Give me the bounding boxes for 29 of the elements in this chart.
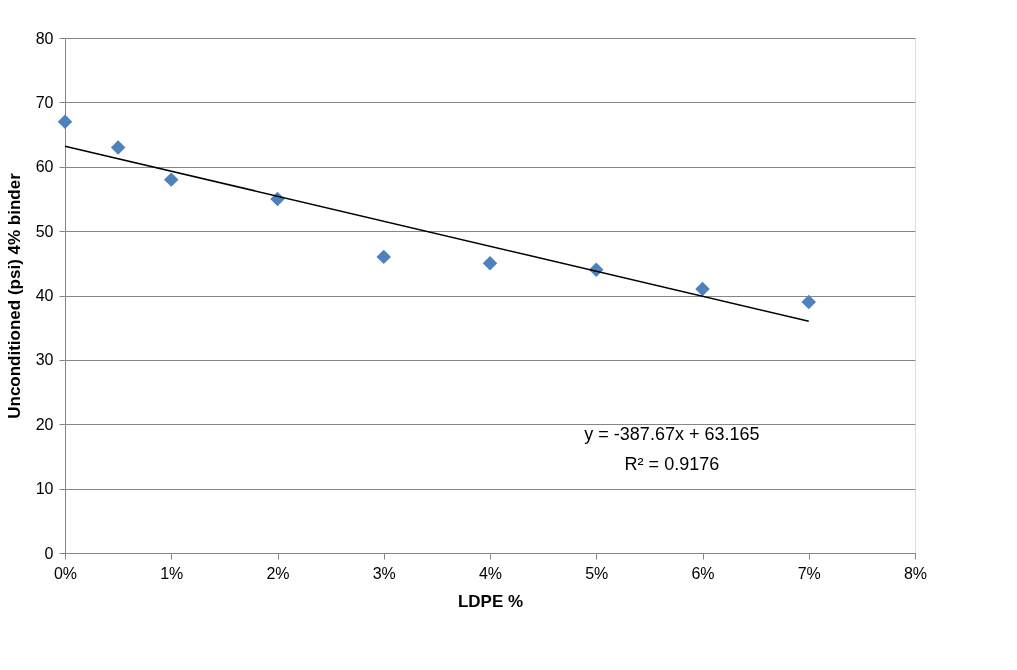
y-tick-label: 10 xyxy=(35,480,54,498)
x-tick-label: 8% xyxy=(903,564,928,582)
x-tick-label: 4% xyxy=(478,564,503,582)
x-axis-title: LDPE % xyxy=(457,591,524,611)
point xyxy=(110,140,126,155)
annotation: y = -387.67x + 63.165 xyxy=(584,423,760,444)
y-axis-title: Unconditioned (psi) 4% binder xyxy=(4,172,24,419)
x-tick-label: 2% xyxy=(266,564,290,582)
x-tick-label: 3% xyxy=(372,564,396,582)
annotation: R² = 0.9176 xyxy=(624,453,720,474)
point xyxy=(376,249,391,265)
x-tick-label: 5% xyxy=(585,564,609,582)
y-tick-label: 80 xyxy=(35,29,54,47)
y-tick-label: 20 xyxy=(35,415,54,433)
point xyxy=(482,256,498,271)
x-tick-label: 6% xyxy=(691,564,715,582)
x-tick-label: 1% xyxy=(160,564,184,582)
point xyxy=(164,172,179,187)
y-tick-label: 30 xyxy=(35,351,54,369)
x-tick-label: 7% xyxy=(797,564,821,582)
x-tick-label: 0% xyxy=(53,564,78,582)
point xyxy=(801,294,816,310)
y-tick-label: 0 xyxy=(44,544,54,562)
y-tick-label: 40 xyxy=(35,287,54,304)
y-tick-label: 60 xyxy=(35,158,54,176)
y-tick-label: 70 xyxy=(35,93,54,111)
point xyxy=(695,281,710,297)
y-tick-label: 50 xyxy=(35,222,54,240)
point xyxy=(57,114,73,129)
